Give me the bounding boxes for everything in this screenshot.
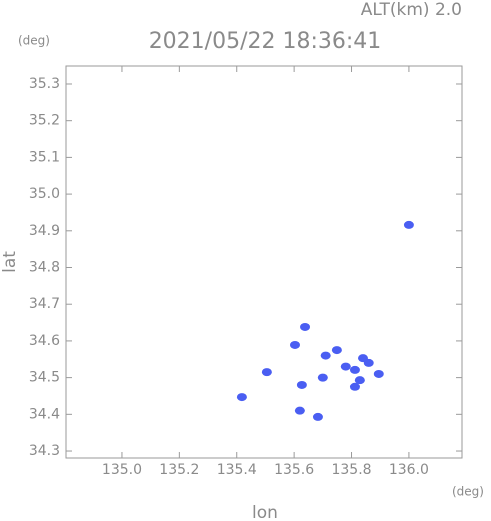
- x-tick-label: 136.0: [389, 462, 429, 478]
- x-unit: (deg): [452, 485, 484, 499]
- x-tick-label: 135.0: [102, 462, 142, 478]
- echo-blob: [349, 382, 360, 391]
- x-tick-label: 135.4: [217, 462, 257, 478]
- echo-blob: [317, 373, 328, 382]
- echo-blob: [296, 380, 307, 389]
- y-tick-label: 34.8: [29, 260, 60, 276]
- y-tick-label: 35.2: [29, 113, 60, 129]
- chart-subtitle: ALT(km) 2.0: [361, 0, 462, 20]
- echo-blob: [349, 365, 360, 374]
- echo-blob: [300, 322, 311, 331]
- y-tick-label: 34.5: [29, 370, 60, 386]
- x-tick-label: 135.8: [331, 462, 371, 478]
- plot-frame: [65, 65, 463, 459]
- echo-blob: [340, 362, 351, 371]
- y-tick-label: 34.6: [29, 333, 60, 349]
- echo-blob: [236, 393, 247, 402]
- echo-blob: [363, 358, 374, 367]
- echo-blob: [289, 340, 300, 349]
- y-unit: (deg): [18, 34, 50, 48]
- x-tick-label: 135.2: [159, 462, 199, 478]
- y-tick-label: 34.7: [29, 296, 60, 312]
- y-tick-label: 34.4: [29, 406, 60, 422]
- echo-blob: [331, 346, 342, 355]
- y-tick-label: 35.3: [29, 76, 60, 92]
- y-axis-label: lat: [0, 251, 20, 273]
- x-tick-label: 135.6: [274, 462, 314, 478]
- echo-blob: [354, 376, 365, 385]
- echo-blob: [403, 220, 414, 229]
- y-tick-label: 34.3: [29, 443, 60, 459]
- echo-blob: [294, 406, 305, 415]
- echo-blob: [312, 412, 323, 421]
- y-tick-label: 35.0: [29, 186, 60, 202]
- y-tick-label: 34.9: [29, 223, 60, 239]
- echo-blob: [261, 368, 272, 377]
- echo-blob: [373, 369, 384, 378]
- echo-blob: [320, 351, 331, 360]
- x-axis-label: lon: [252, 503, 278, 521]
- y-tick-label: 35.1: [29, 149, 60, 165]
- chart-title: 2021/05/22 18:36:41: [149, 29, 382, 54]
